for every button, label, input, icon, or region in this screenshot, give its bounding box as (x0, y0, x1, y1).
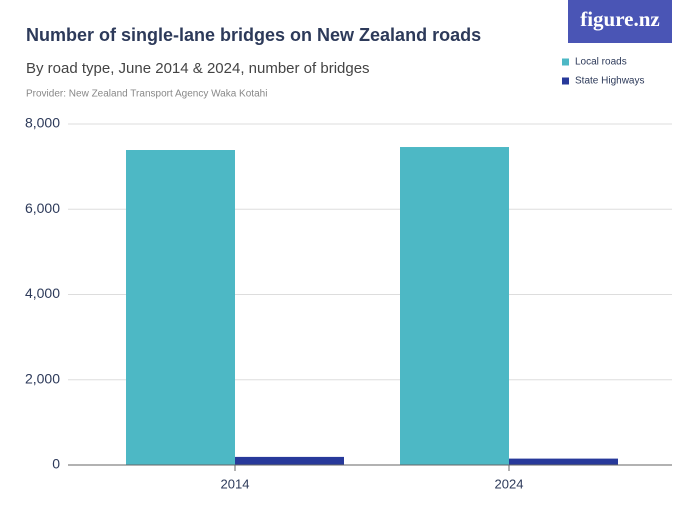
logo: figure.nz (580, 7, 660, 31)
bar (400, 147, 509, 465)
legend-label: Local roads (575, 57, 627, 68)
chart-title: Number of single-lane bridges on New Zea… (26, 25, 481, 45)
bar (126, 150, 235, 465)
provider: Provider: New Zealand Transport Agency W… (26, 89, 267, 100)
y-tick-label: 4,000 (25, 285, 60, 301)
y-tick-label: 0 (52, 456, 60, 472)
y-tick-label: 6,000 (25, 200, 60, 216)
x-tick-label: 2024 (495, 476, 524, 491)
legend-swatch (562, 58, 569, 66)
bar (509, 458, 618, 465)
logo-box (568, 0, 672, 43)
legend-label: State Highways (575, 76, 644, 87)
bar (235, 456, 344, 465)
y-tick-label: 8,000 (25, 115, 60, 131)
x-tick-label: 2014 (221, 476, 250, 491)
y-tick-label: 2,000 (25, 370, 60, 386)
chart-subtitle: By road type, June 2014 & 2024, number o… (26, 60, 370, 77)
legend-swatch (562, 77, 569, 85)
